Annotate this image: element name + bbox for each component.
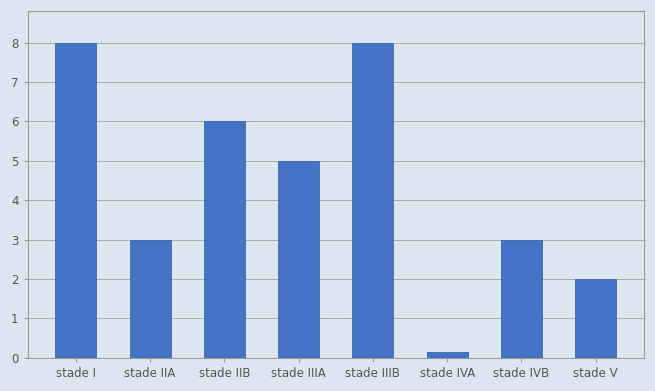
Bar [56,43,96,358]
Bar [204,122,245,358]
Bar [426,352,468,358]
Bar [278,161,319,358]
Bar [352,43,393,358]
Bar [130,240,170,358]
Bar [501,240,542,358]
Bar [575,279,616,358]
